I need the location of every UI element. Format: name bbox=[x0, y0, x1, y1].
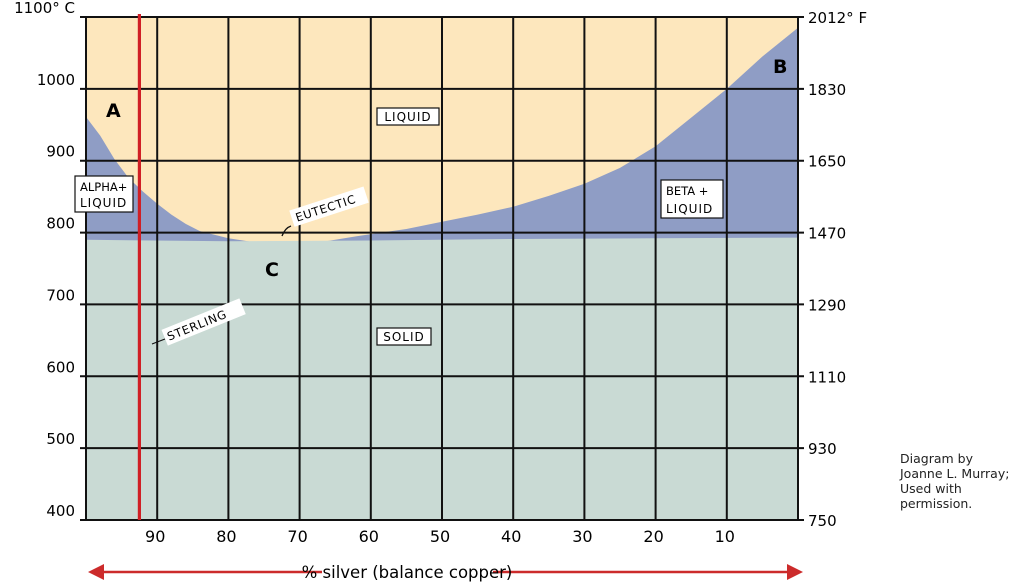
svg-text:LIQUID: LIQUID bbox=[666, 202, 713, 216]
alpha-liquid-label: ALPHA+ LIQUID bbox=[74, 175, 134, 213]
left-tick-label: 900 bbox=[46, 143, 75, 161]
x-tick-label: 40 bbox=[501, 527, 521, 546]
right-tick-label: 1290 bbox=[808, 296, 846, 314]
right-tick-label: 2012° F bbox=[808, 9, 867, 27]
credit-line: Used with bbox=[900, 481, 962, 496]
credit-line: Diagram by bbox=[900, 451, 973, 466]
right-tick-label: 1650 bbox=[808, 153, 846, 171]
svg-text:LIQUID: LIQUID bbox=[384, 110, 431, 124]
liquid-label: LIQUID bbox=[376, 107, 440, 126]
arrow-left-icon bbox=[88, 564, 104, 580]
svg-text:ALPHA+: ALPHA+ bbox=[80, 180, 127, 194]
point-b-label: B bbox=[773, 56, 787, 78]
right-axis: 2012° F 1830 1650 1470 1290 1110 930 750 bbox=[808, 9, 867, 530]
x-tick-label: 70 bbox=[287, 527, 307, 546]
left-axis: 1100° C 1000 900 800 700 600 500 400 bbox=[14, 0, 75, 520]
x-tick-label: 60 bbox=[359, 527, 379, 546]
svg-text:BETA +: BETA + bbox=[666, 184, 708, 198]
left-tick-label: 800 bbox=[46, 215, 75, 233]
x-tick-label: 20 bbox=[643, 527, 663, 546]
solid-label: SOLID bbox=[376, 327, 432, 346]
left-tick-label: 1100° C bbox=[14, 0, 75, 17]
x-tick-label: 90 bbox=[145, 527, 165, 546]
right-tick-label: 930 bbox=[808, 440, 837, 458]
right-tick-label: 750 bbox=[808, 512, 837, 530]
credit-line: permission. bbox=[900, 496, 973, 511]
x-tick-label: 50 bbox=[430, 527, 450, 546]
x-axis-arrow: % silver (balance copper) bbox=[88, 563, 803, 582]
x-tick-label: 10 bbox=[715, 527, 735, 546]
right-tick-label: 1470 bbox=[808, 225, 846, 243]
x-axis-title: % silver (balance copper) bbox=[302, 563, 513, 582]
grid-lines bbox=[80, 16, 804, 521]
left-tick-label: 700 bbox=[46, 286, 75, 304]
x-axis: 90 80 70 60 50 40 30 20 10 bbox=[145, 527, 735, 546]
left-tick-label: 1000 bbox=[37, 71, 75, 89]
left-tick-label: 600 bbox=[46, 358, 75, 376]
point-a-label: A bbox=[106, 100, 121, 122]
svg-text:LIQUID: LIQUID bbox=[80, 196, 127, 210]
credit-note: Diagram by Joanne L. Murray; Used with p… bbox=[900, 451, 1020, 511]
credit-line: Joanne L. Murray; bbox=[900, 466, 1010, 481]
beta-liquid-label: BETA + LIQUID bbox=[660, 179, 724, 219]
point-c-label: C bbox=[265, 259, 279, 281]
svg-text:SOLID: SOLID bbox=[383, 330, 425, 344]
x-tick-label: 30 bbox=[572, 527, 592, 546]
right-tick-label: 1110 bbox=[808, 368, 846, 386]
left-tick-label: 500 bbox=[46, 430, 75, 448]
arrow-right-icon bbox=[787, 564, 803, 580]
left-tick-label: 400 bbox=[46, 502, 75, 520]
x-tick-label: 80 bbox=[216, 527, 236, 546]
right-tick-label: 1830 bbox=[808, 81, 846, 99]
